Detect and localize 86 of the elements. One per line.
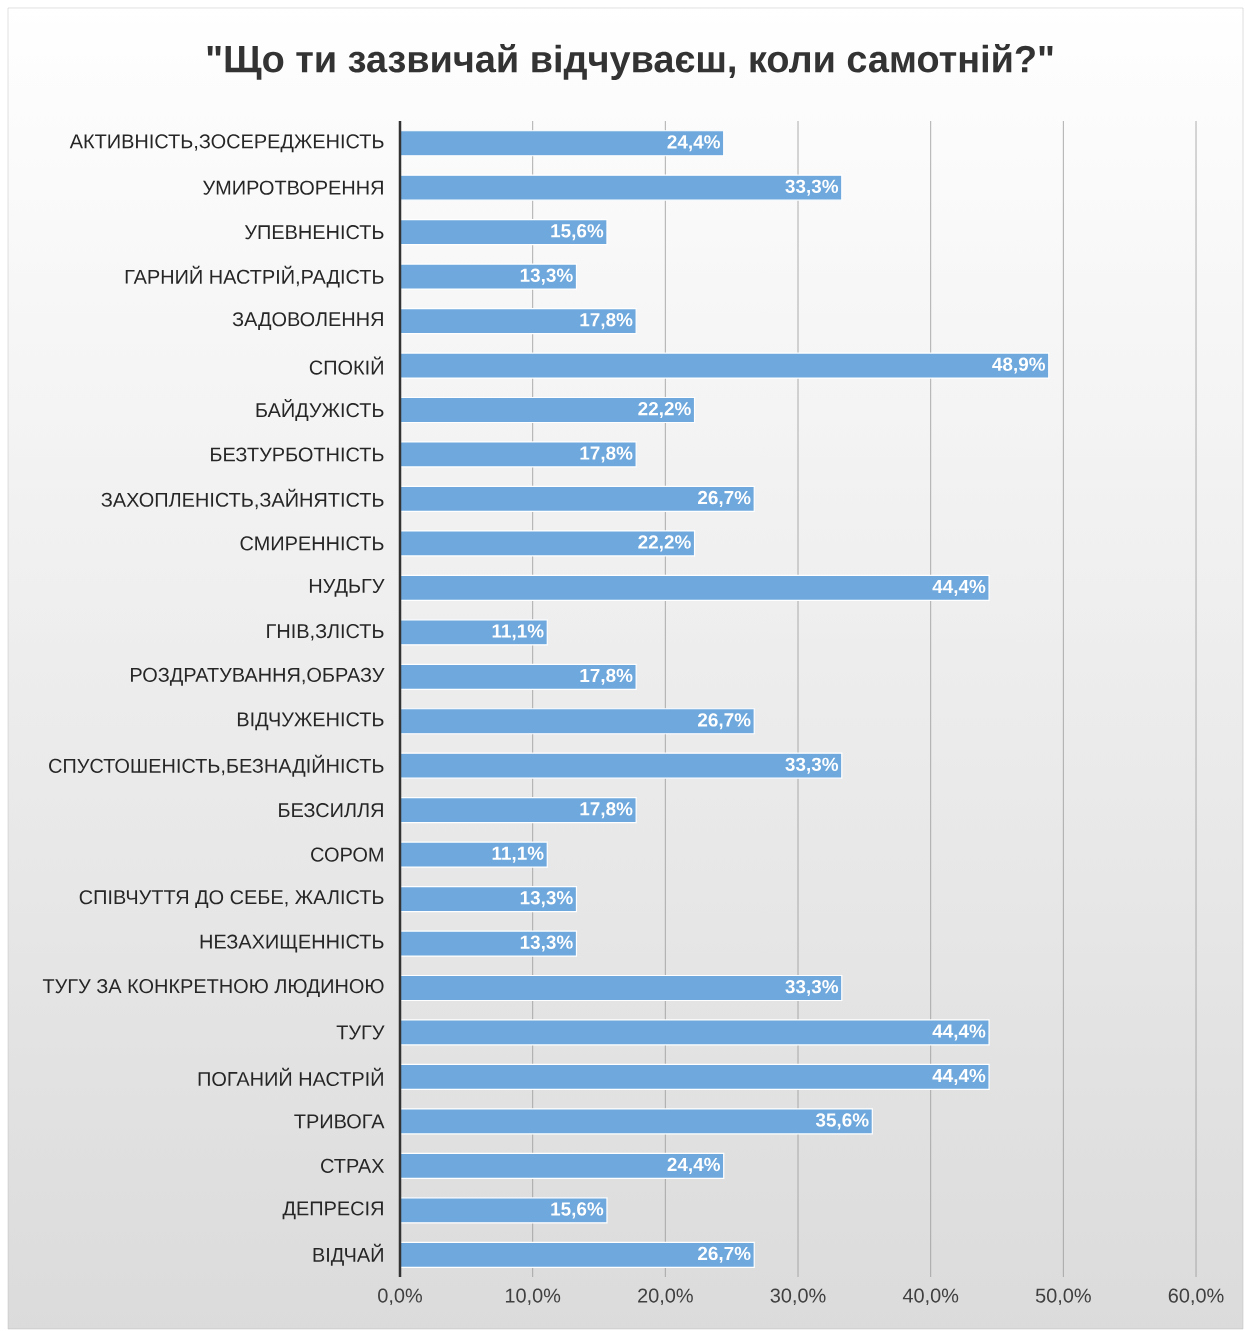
y-tick-label: СМИРЕННІСТЬ xyxy=(240,536,384,551)
bar xyxy=(399,352,1050,379)
y-tick-label: РОЗДРАТУВАННЯ,ОБРАЗУ xyxy=(131,667,385,686)
data-label: 33,3% xyxy=(785,757,839,774)
data-label: 22,2% xyxy=(638,535,691,552)
bar xyxy=(399,441,637,468)
bar xyxy=(399,530,696,557)
data-label: 22,2% xyxy=(638,401,691,419)
y-tick-label: СПОКІЙ xyxy=(309,356,383,375)
bar xyxy=(399,974,843,1002)
data-label: 44,4% xyxy=(932,579,986,596)
y-tick-label: ТУГУ ЗА КОНКРЕТНОЮ ЛЮДИНОЮ xyxy=(42,979,384,997)
x-tick-label: 50,0% xyxy=(1035,1288,1091,1305)
data-label: 11,1% xyxy=(492,624,544,641)
bar xyxy=(399,1197,608,1224)
data-label: 17,8% xyxy=(580,313,633,330)
bar xyxy=(399,574,990,601)
x-tick-label: 10,0% xyxy=(505,1288,561,1305)
data-label: 17,8% xyxy=(580,446,633,463)
bar xyxy=(399,1063,990,1091)
data-label: 17,8% xyxy=(580,802,633,819)
data-label: 35,6% xyxy=(815,1113,869,1130)
y-tick-label: ЗАДОВОЛЕННЯ xyxy=(232,312,383,331)
bar xyxy=(399,1019,990,1046)
bar xyxy=(399,130,725,157)
bar xyxy=(399,263,578,290)
x-tick-label: 60,0% xyxy=(1168,1288,1224,1305)
data-label: 24,4% xyxy=(667,135,721,152)
y-tick-label: НУДЬГУ xyxy=(309,579,385,597)
y-tick-label: БЕЗТУРБОТНІСТЬ xyxy=(211,447,384,462)
data-label: 15,6% xyxy=(551,224,604,241)
bar xyxy=(399,663,637,690)
y-tick-label: АКТИВНІСТЬ,ЗОСЕРЕДЖЕНІСТЬ xyxy=(69,134,384,153)
data-label: 33,3% xyxy=(785,979,839,997)
data-label: 26,7% xyxy=(698,713,751,730)
bar xyxy=(399,752,843,779)
bar xyxy=(399,396,696,424)
data-label: 26,7% xyxy=(698,490,751,507)
y-tick-label: УМИРОТВОРЕННЯ xyxy=(203,180,383,195)
y-tick-label: СПУСТОШЕНІСТЬ,БЕЗНАДІЙНІСТЬ xyxy=(49,754,384,777)
data-label: 26,7% xyxy=(698,1246,751,1263)
bar xyxy=(399,797,637,824)
data-label: 24,4% xyxy=(667,1157,721,1174)
y-tick-label: ВІДЧУЖЕНІСТЬ xyxy=(237,712,384,731)
y-tick-label: НЕЗАХИЩЕННІСТЬ xyxy=(200,934,384,953)
bar xyxy=(399,485,755,513)
y-tick-label: ТРИВОГА xyxy=(294,1114,385,1129)
data-label: 13,3% xyxy=(520,935,573,952)
bar xyxy=(399,1152,725,1179)
bar xyxy=(399,841,548,868)
bar xyxy=(399,1108,873,1135)
y-tick-label: БАЙДУЖІСТЬ xyxy=(256,399,384,421)
data-label: 44,4% xyxy=(932,1024,986,1041)
bar xyxy=(399,307,637,335)
x-tick-label: 40,0% xyxy=(902,1288,959,1305)
y-tick-label: СПІВЧУТТЯ ДО СЕБЕ, ЖАЛІСТЬ xyxy=(79,890,384,909)
data-label: 15,6% xyxy=(551,1202,604,1219)
bar xyxy=(399,708,755,735)
x-tick-label: 30,0% xyxy=(770,1288,826,1305)
data-label: 33,3% xyxy=(785,179,839,196)
chart-title: "Що ти зазвичай відчуваєш, коли самотній?" xyxy=(207,43,1053,80)
y-tick-label: СТРАХ xyxy=(321,1158,385,1173)
bar xyxy=(399,219,608,246)
y-tick-label: ЗАХОПЛЕНІСТЬ,ЗАЙНЯТІСТЬ xyxy=(101,488,384,510)
y-tick-label: СОРОМ xyxy=(311,847,383,862)
bar xyxy=(399,174,843,201)
y-tick-label: ГАРНИЙ НАСТРІЙ,РАДІСТЬ xyxy=(125,265,384,288)
y-tick-label: ПОГАНИЙ НАСТРІЙ xyxy=(198,1067,383,1087)
bar xyxy=(399,1241,755,1268)
data-label: 17,8% xyxy=(580,668,633,685)
bar xyxy=(399,885,578,913)
data-label: 11,1% xyxy=(492,846,544,863)
data-label: 13,3% xyxy=(520,268,573,285)
data-label: 48,9% xyxy=(992,357,1046,374)
bar xyxy=(399,930,578,957)
y-tick-label: ДЕПРЕСІЯ xyxy=(282,1201,383,1220)
data-label: 44,4% xyxy=(932,1068,986,1085)
x-tick-label: 20,0% xyxy=(638,1288,693,1305)
x-tick-label: 0,0% xyxy=(378,1288,422,1305)
y-tick-label: ВІДЧАЙ xyxy=(313,1243,383,1266)
y-tick-label: БЕЗСИЛЛЯ xyxy=(279,803,383,818)
y-tick-label: ГНІВ,ЗЛІСТЬ xyxy=(267,624,384,641)
data-label: 13,3% xyxy=(520,891,573,908)
y-tick-label: УПЕВНЕНІСТЬ xyxy=(244,225,384,240)
bar xyxy=(399,619,548,646)
y-tick-label: ТУГУ xyxy=(336,1025,385,1040)
